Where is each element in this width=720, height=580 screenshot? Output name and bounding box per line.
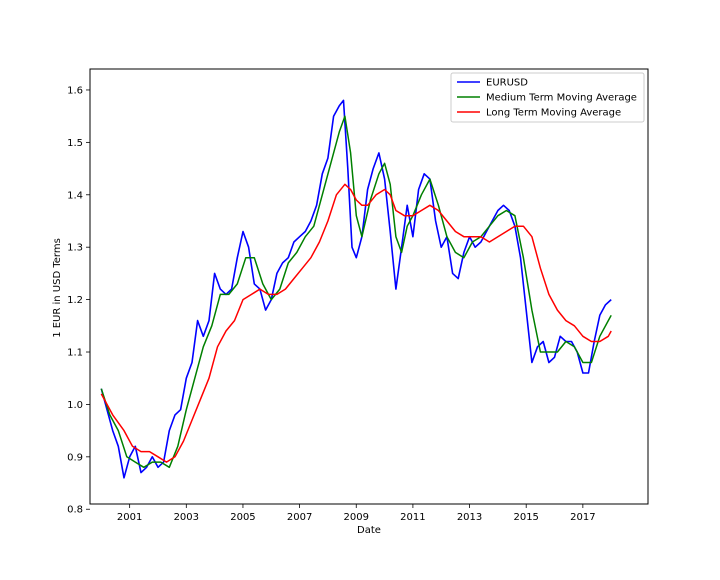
y-tick-label: 0.9 bbox=[67, 452, 83, 463]
legend: EURUSD Medium Term Moving Average Long Ter… bbox=[450, 72, 645, 123]
y-axis-label: 1 EUR in USD Terms bbox=[52, 238, 63, 338]
series-layer bbox=[100, 99, 612, 479]
y-tick-label: 1.1 bbox=[67, 348, 83, 359]
x-tick-label: 2009 bbox=[344, 512, 369, 523]
y-tick-label: 1.6 bbox=[67, 85, 83, 96]
legend-label-3: Long Term Moving Average bbox=[486, 108, 621, 119]
y-tick-label: 1.5 bbox=[67, 138, 83, 149]
x-tick-label: 2005 bbox=[230, 512, 255, 523]
y-axis: 0.8 0.9 1.0 1.1 1.2 1.3 1.4 1.5 1.6 bbox=[67, 85, 90, 516]
y-tick-label: 1.0 bbox=[67, 400, 83, 411]
legend-label-1: EURUSD bbox=[486, 78, 528, 89]
x-tick-label: 2017 bbox=[570, 512, 595, 523]
y-tick-label: 0.8 bbox=[67, 505, 83, 516]
x-tick-label: 2003 bbox=[174, 512, 199, 523]
x-tick-label: 2011 bbox=[400, 512, 425, 523]
series-line-3 bbox=[100, 183, 612, 463]
series-line-1 bbox=[100, 99, 612, 479]
y-tick-label: 1.4 bbox=[67, 190, 83, 201]
x-tick-label: 2013 bbox=[457, 512, 482, 523]
legend-label-2: Medium Term Moving Average bbox=[486, 93, 637, 104]
x-axis: 2001 2003 2005 2007 2009 2011 2013 2015 2017 bbox=[117, 504, 596, 523]
series-line-2 bbox=[100, 115, 612, 469]
legend-frame bbox=[450, 72, 645, 123]
y-tick-label: 1.2 bbox=[67, 295, 83, 306]
x-axis-label: Date bbox=[357, 525, 381, 536]
x-tick-label: 2015 bbox=[513, 512, 538, 523]
x-tick-label: 2001 bbox=[117, 512, 142, 523]
plot-area-frame bbox=[89, 68, 649, 505]
x-tick-label: 2007 bbox=[287, 512, 312, 523]
y-tick-label: 1.3 bbox=[67, 243, 83, 254]
